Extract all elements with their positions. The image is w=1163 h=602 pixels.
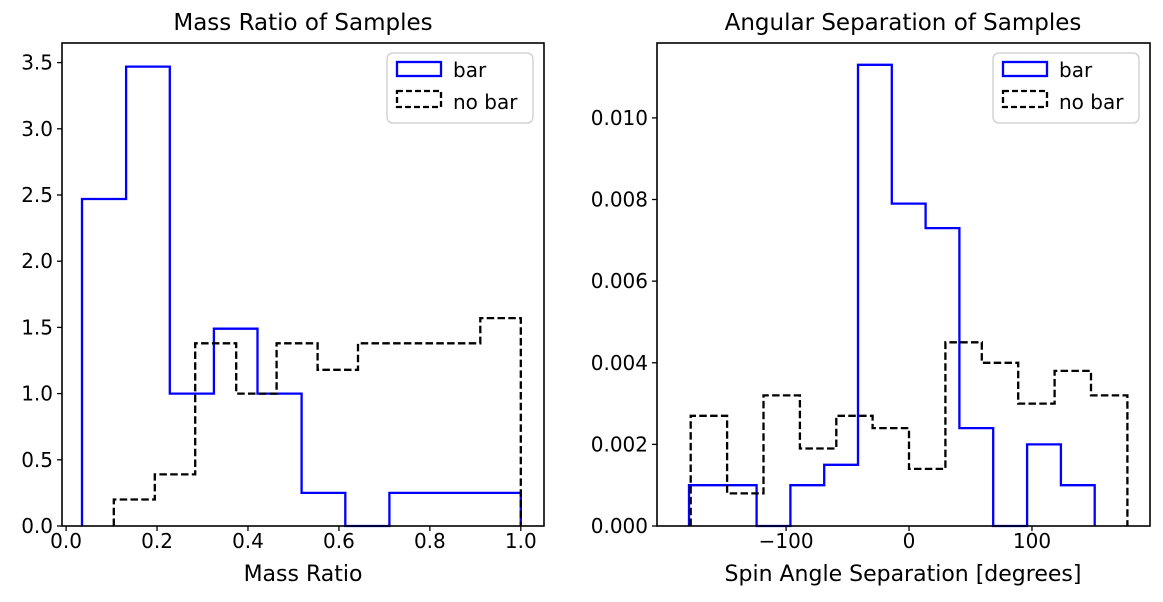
series-path-no-bar xyxy=(689,341,1129,526)
x-tick-label: 0.0 xyxy=(50,529,82,553)
y-tick-label: 0.008 xyxy=(591,188,648,212)
y-tick-label: 2.0 xyxy=(21,249,53,273)
legend-label: bar xyxy=(1059,58,1093,82)
legend-swatch-bar xyxy=(395,60,443,78)
x-tick-label: 0 xyxy=(903,529,916,553)
right-plot: Angular Separation of Samples Spin Angle… xyxy=(591,10,1151,587)
x-tick-label: 0.8 xyxy=(414,529,446,553)
y-tick-label: 0.5 xyxy=(21,448,53,472)
y-tick-label: 0.006 xyxy=(591,269,648,293)
x-tick-label: 1.0 xyxy=(505,529,537,553)
series-path-bar xyxy=(80,65,522,528)
y-tick-label: 0.000 xyxy=(591,514,648,538)
x-tick-label: 0.4 xyxy=(232,529,264,553)
series-path-bar xyxy=(687,63,1096,528)
right-plot-title: Angular Separation of Samples xyxy=(725,10,1082,36)
y-tick-label: 1.0 xyxy=(21,382,53,406)
axes-frame xyxy=(656,42,1151,527)
axes-frame xyxy=(61,42,545,527)
y-tick-label: 3.0 xyxy=(21,117,53,141)
y-tick-label: 0.010 xyxy=(591,106,648,130)
legend-label: bar xyxy=(453,58,487,82)
y-tick-label: 1.5 xyxy=(21,315,53,339)
legend-swatch-no-bar xyxy=(1001,89,1049,109)
left-x-axis-label: Mass Ratio xyxy=(244,562,363,587)
y-tick-label: 3.5 xyxy=(21,51,53,75)
left-plot: Mass Ratio of Samples Mass Ratio 0.0 0.2 0… xyxy=(21,10,545,587)
legend-label: no bar xyxy=(453,90,518,114)
x-tick-label: 100 xyxy=(1013,529,1051,553)
y-tick-label: 2.5 xyxy=(21,183,53,207)
y-tick-label: 0.002 xyxy=(591,432,648,456)
legend-label: no bar xyxy=(1059,90,1124,114)
legend-swatch-no-bar xyxy=(395,89,443,109)
legend-box xyxy=(992,52,1140,124)
x-tick-label: 0.2 xyxy=(141,529,173,553)
legend-box xyxy=(386,52,534,124)
right-x-axis-label: Spin Angle Separation [degrees] xyxy=(725,562,1082,587)
x-tick-label: −100 xyxy=(759,529,814,553)
x-tick-label: 0.6 xyxy=(323,529,355,553)
y-tick-label: 0.004 xyxy=(591,351,648,375)
series-path-no-bar xyxy=(112,316,522,526)
y-tick-label: 0.0 xyxy=(21,514,53,538)
legend-swatch-bar xyxy=(1001,60,1049,78)
left-plot-title: Mass Ratio of Samples xyxy=(173,10,432,36)
